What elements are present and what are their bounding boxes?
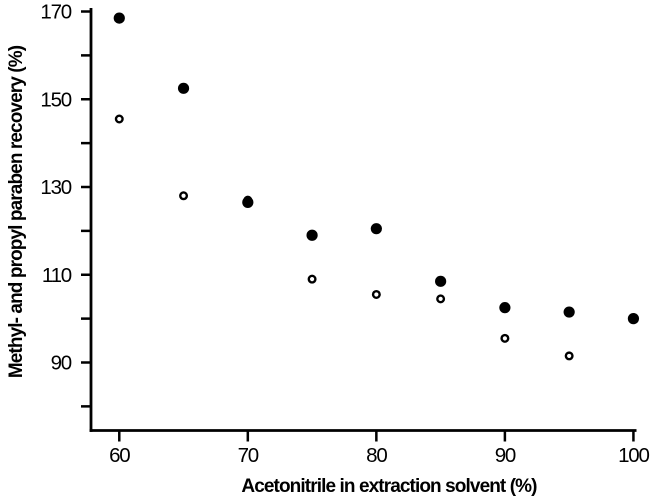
point-filled-95 [563, 306, 575, 318]
x-tick-label-90: 90 [495, 444, 516, 467]
point-filled-65 [177, 82, 190, 94]
x-tick-label-80: 80 [366, 444, 387, 467]
y-tick-label-90: 90 [51, 352, 72, 375]
x-tick-label-60: 60 [109, 444, 130, 467]
point-filled-90 [499, 302, 511, 314]
point-open-95 [564, 351, 574, 361]
y-tick-label-110: 110 [42, 264, 72, 287]
point-filled-60 [113, 12, 125, 24]
point-open-60 [114, 114, 124, 124]
x-tick-label-100: 100 [618, 444, 649, 467]
y-tick-label-150: 150 [40, 88, 71, 111]
point-filled-70 [242, 196, 254, 208]
point-filled-100 [627, 313, 640, 325]
x-axis-title: Acetonitrile in extraction solvent (%) [241, 476, 537, 497]
y-axis-title: Methyl- and propyl paraben recovery (%) [6, 45, 27, 379]
point-open-65 [179, 191, 189, 201]
point-open-75 [307, 274, 317, 284]
point-open-80 [371, 289, 381, 299]
point-open-90 [500, 333, 510, 343]
x-tick-label-70: 70 [238, 444, 259, 467]
point-filled-75 [306, 229, 318, 241]
point-filled-80 [370, 223, 382, 235]
point-filled-85 [435, 275, 447, 287]
point-open-85 [436, 294, 446, 304]
y-tick-label-130: 130 [40, 176, 71, 199]
y-tick-label-170: 170 [40, 1, 71, 24]
